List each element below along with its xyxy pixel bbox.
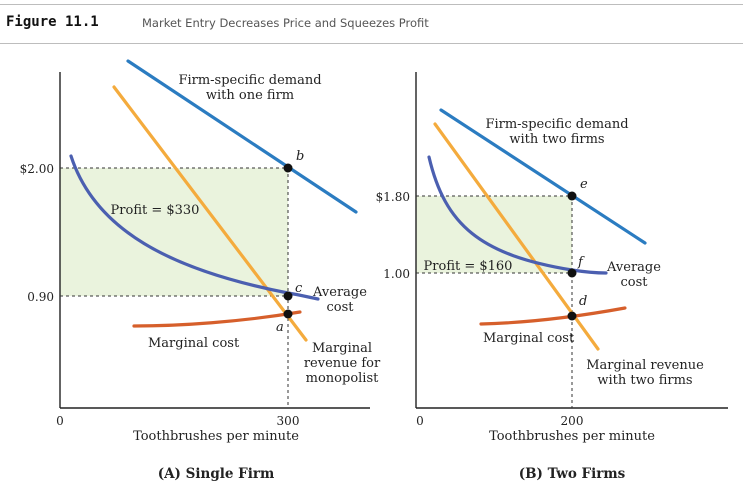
- panel-b-point-d: [567, 311, 577, 321]
- panel-a-x-tick-1: 300: [277, 414, 300, 428]
- panel-b-title: (B) Two Firms: [519, 466, 626, 482]
- panel-b-point-label-d: d: [579, 294, 587, 309]
- header-top-rule: [0, 4, 743, 5]
- panel-b-demand-curve: [439, 108, 647, 245]
- panel-b-point-e: [567, 191, 577, 201]
- panel-a-profit-label: Profit = $330: [111, 203, 200, 218]
- panel-b-y-tick-1: 1.00: [383, 267, 410, 281]
- panel-a-point-label-c: c: [295, 281, 303, 296]
- panel-b-profit-area: [416, 196, 572, 273]
- panel-b-point-f: [567, 268, 577, 278]
- panel-b-profit-label: Profit = $160: [424, 259, 513, 274]
- figure-title: Market Entry Decreases Price and Squeeze…: [142, 16, 429, 30]
- panel-b-marginal-cost-curve: [479, 306, 627, 326]
- panel-b-point-label-f: f: [577, 255, 585, 270]
- panel-b-demand-label-line-2: with two firms: [509, 132, 604, 147]
- panel-a-marginal-cost-curve: [132, 310, 302, 328]
- panel-a-y-tick-0: $2.00: [20, 162, 54, 176]
- panel-b-average-cost-label-line-2: cost: [620, 275, 648, 290]
- panel-a-point-c: [283, 291, 293, 301]
- panel-b-x-tick-1: 200: [561, 414, 584, 428]
- panel-a-demand-label-line-1: Firm-specific demand: [178, 73, 321, 88]
- panel-b-marginal-revenue-label-line-1: Marginal revenue: [586, 358, 704, 373]
- panel-a-marginal-revenue-label-line-1: Marginal: [312, 341, 372, 356]
- panel-a-y-tick-1: 0.90: [27, 290, 54, 304]
- panel-a-marginal-revenue-label-line-2: revenue for: [304, 356, 381, 371]
- header-bottom-rule: [0, 43, 743, 44]
- panel-b-average-cost-label-line-1: Average: [606, 260, 661, 275]
- panel-a-point-label-b: b: [296, 149, 304, 164]
- panel-a-point-label-a: a: [276, 320, 284, 335]
- panel-a-average-cost-label-line-2: cost: [326, 300, 354, 315]
- panel-b-x-axis-label: Toothbrushes per minute: [489, 429, 655, 444]
- panel-b-average-cost-curve: [427, 155, 608, 275]
- panel-b-x-tick-0: 0: [416, 414, 424, 428]
- panel-b-marginal-revenue-label-line-2: with two firms: [597, 373, 692, 388]
- panel-a-demand-label-line-2: with one firm: [206, 88, 294, 103]
- panel-a-average-cost-label-line-1: Average: [312, 285, 367, 300]
- panel-a-x-axis-label: Toothbrushes per minute: [133, 429, 299, 444]
- panel-a-marginal-revenue-label-line-3: monopolist: [306, 371, 379, 386]
- panel-b-demand-label-line-1: Firm-specific demand: [485, 117, 628, 132]
- figure-label: Figure 11.1: [6, 14, 99, 30]
- panel-a-point-b: [283, 163, 293, 173]
- panel-b-y-tick-0: $1.80: [376, 190, 410, 204]
- panel-a-profit-area: [60, 168, 288, 296]
- panel-a-marginal-cost-label-line-1: Marginal cost: [148, 336, 240, 351]
- panel-b-marginal-cost-label-line-1: Marginal cost: [483, 331, 575, 346]
- panel-b-marginal-revenue-curve: [433, 122, 600, 351]
- panel-b-point-label-e: e: [580, 177, 588, 192]
- panel-a-x-tick-0: 0: [56, 414, 64, 428]
- panel-a-average-cost-curve: [69, 154, 320, 301]
- panel-a-title: (A) Single Firm: [158, 466, 275, 482]
- panel-a-point-a: [283, 309, 293, 319]
- panel-a-demand-curve: [126, 59, 358, 214]
- panel-a-marginal-revenue-curve: [112, 85, 308, 342]
